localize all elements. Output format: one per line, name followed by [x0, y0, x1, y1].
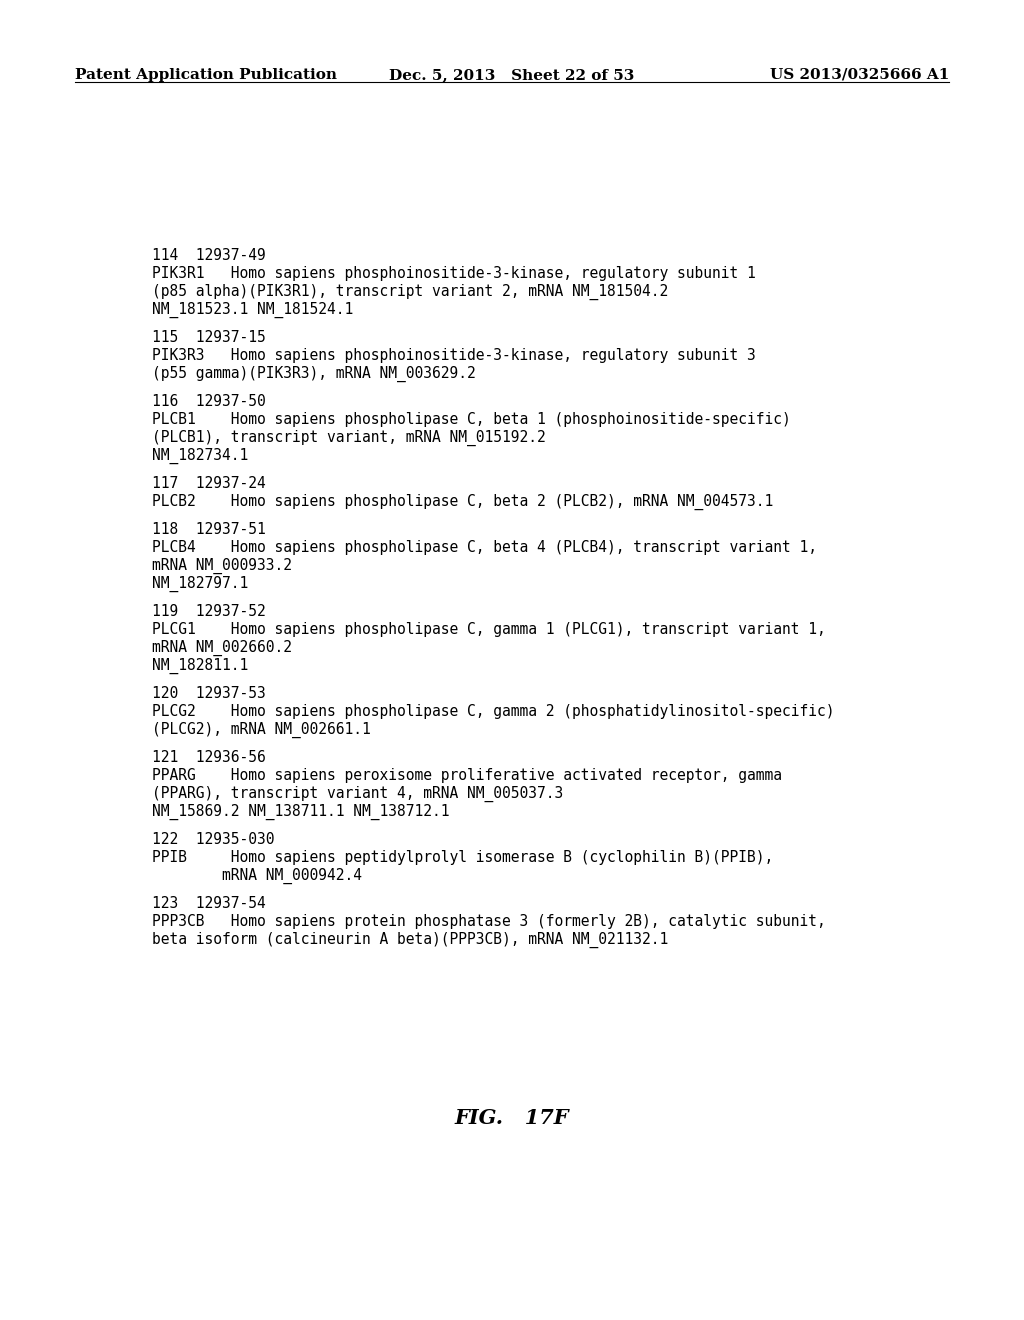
Text: NM_182811.1: NM_182811.1 — [152, 657, 248, 675]
Text: mRNA NM_000933.2: mRNA NM_000933.2 — [152, 558, 292, 574]
Text: PPP3CB   Homo sapiens protein phosphatase 3 (formerly 2B), catalytic subunit,: PPP3CB Homo sapiens protein phosphatase … — [152, 913, 825, 929]
Text: 117  12937-24: 117 12937-24 — [152, 477, 266, 491]
Text: (PLCB1), transcript variant, mRNA NM_015192.2: (PLCB1), transcript variant, mRNA NM_015… — [152, 430, 546, 446]
Text: PLCB1    Homo sapiens phospholipase C, beta 1 (phosphoinositide-specific): PLCB1 Homo sapiens phospholipase C, beta… — [152, 412, 791, 426]
Text: PPIB     Homo sapiens peptidylprolyl isomerase B (cyclophilin B)(PPIB),: PPIB Homo sapiens peptidylprolyl isomera… — [152, 850, 773, 865]
Text: PLCG1    Homo sapiens phospholipase C, gamma 1 (PLCG1), transcript variant 1,: PLCG1 Homo sapiens phospholipase C, gamm… — [152, 622, 825, 638]
Text: PLCB4    Homo sapiens phospholipase C, beta 4 (PLCB4), transcript variant 1,: PLCB4 Homo sapiens phospholipase C, beta… — [152, 540, 817, 554]
Text: US 2013/0325666 A1: US 2013/0325666 A1 — [770, 69, 949, 82]
Text: 116  12937-50: 116 12937-50 — [152, 393, 266, 409]
Text: (PPARG), transcript variant 4, mRNA NM_005037.3: (PPARG), transcript variant 4, mRNA NM_0… — [152, 785, 563, 803]
Text: (p55 gamma)(PIK3R3), mRNA NM_003629.2: (p55 gamma)(PIK3R3), mRNA NM_003629.2 — [152, 366, 476, 383]
Text: beta isoform (calcineurin A beta)(PPP3CB), mRNA NM_021132.1: beta isoform (calcineurin A beta)(PPP3CB… — [152, 932, 669, 948]
Text: NM_181523.1 NM_181524.1: NM_181523.1 NM_181524.1 — [152, 302, 353, 318]
Text: 121  12936-56: 121 12936-56 — [152, 750, 266, 766]
Text: 119  12937-52: 119 12937-52 — [152, 605, 266, 619]
Text: 122  12935-030: 122 12935-030 — [152, 832, 274, 847]
Text: PLCB2    Homo sapiens phospholipase C, beta 2 (PLCB2), mRNA NM_004573.1: PLCB2 Homo sapiens phospholipase C, beta… — [152, 494, 773, 511]
Text: 123  12937-54: 123 12937-54 — [152, 896, 266, 911]
Text: FIG.   17F: FIG. 17F — [455, 1107, 569, 1129]
Text: PIK3R1   Homo sapiens phosphoinositide-3-kinase, regulatory subunit 1: PIK3R1 Homo sapiens phosphoinositide-3-k… — [152, 267, 756, 281]
Text: PPARG    Homo sapiens peroxisome proliferative activated receptor, gamma: PPARG Homo sapiens peroxisome proliferat… — [152, 768, 782, 783]
Text: NM_182797.1: NM_182797.1 — [152, 576, 248, 593]
Text: 120  12937-53: 120 12937-53 — [152, 686, 266, 701]
Text: mRNA NM_000942.4: mRNA NM_000942.4 — [152, 869, 362, 884]
Text: 114  12937-49: 114 12937-49 — [152, 248, 266, 263]
Text: (PLCG2), mRNA NM_002661.1: (PLCG2), mRNA NM_002661.1 — [152, 722, 371, 738]
Text: (p85 alpha)(PIK3R1), transcript variant 2, mRNA NM_181504.2: (p85 alpha)(PIK3R1), transcript variant … — [152, 284, 669, 300]
Text: Dec. 5, 2013   Sheet 22 of 53: Dec. 5, 2013 Sheet 22 of 53 — [389, 69, 635, 82]
Text: NM_182734.1: NM_182734.1 — [152, 447, 248, 465]
Text: Patent Application Publication: Patent Application Publication — [75, 69, 337, 82]
Text: NM_15869.2 NM_138711.1 NM_138712.1: NM_15869.2 NM_138711.1 NM_138712.1 — [152, 804, 450, 820]
Text: PIK3R3   Homo sapiens phosphoinositide-3-kinase, regulatory subunit 3: PIK3R3 Homo sapiens phosphoinositide-3-k… — [152, 348, 756, 363]
Text: mRNA NM_002660.2: mRNA NM_002660.2 — [152, 640, 292, 656]
Text: 118  12937-51: 118 12937-51 — [152, 521, 266, 537]
Text: 115  12937-15: 115 12937-15 — [152, 330, 266, 345]
Text: PLCG2    Homo sapiens phospholipase C, gamma 2 (phosphatidylinositol-specific): PLCG2 Homo sapiens phospholipase C, gamm… — [152, 704, 835, 719]
